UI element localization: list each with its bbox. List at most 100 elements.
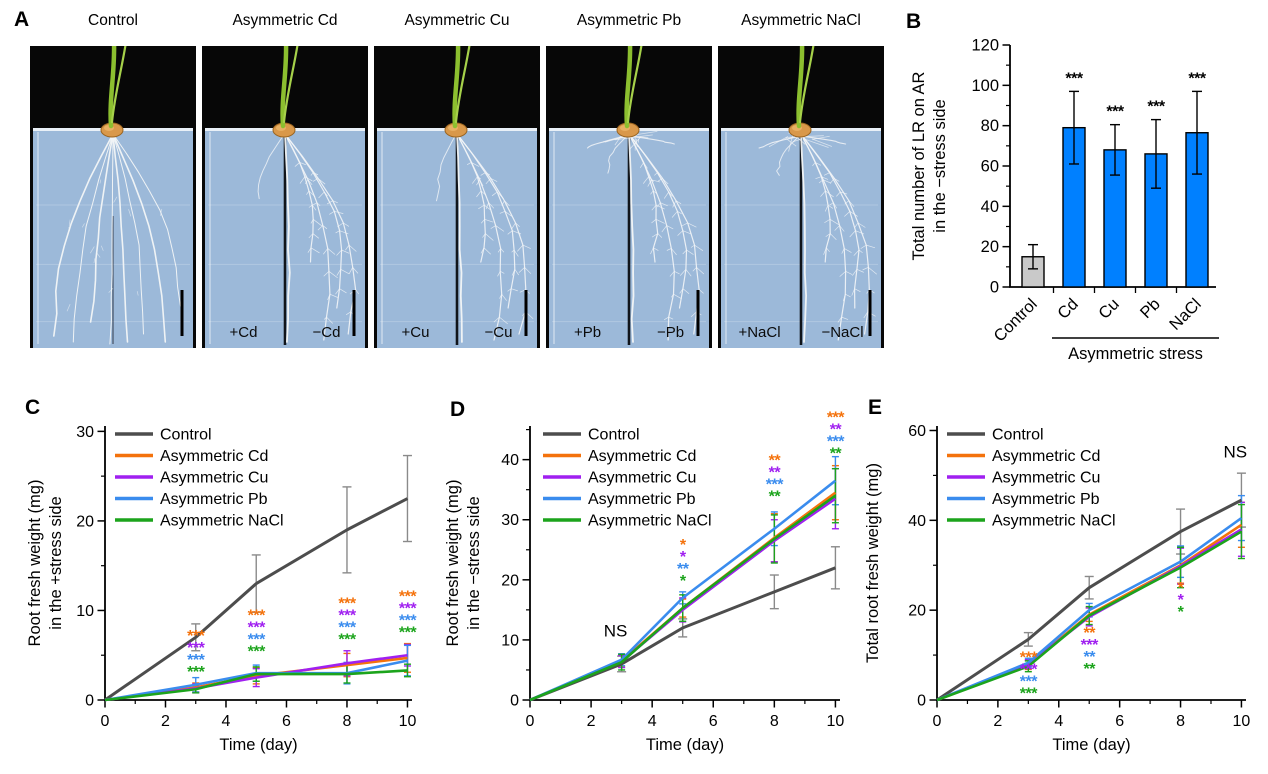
svg-text:***: *** [1020,673,1038,690]
svg-text:0: 0 [990,279,999,297]
svg-text:*: * [1178,604,1185,621]
svg-text:***: *** [1188,70,1206,87]
svg-text:0: 0 [101,713,110,730]
svg-text:20: 20 [76,513,94,530]
series-line-nacl [529,494,837,702]
photo-label-right: −NaCl [821,324,864,341]
seedling-photo-canvas [30,46,196,348]
svg-text:Asymmetric Pb: Asymmetric Pb [992,491,1100,508]
svg-text:10: 10 [76,603,94,620]
seedling-photo-canvas [718,46,884,348]
photo-title-cd: Asymmetric Cd [232,12,338,29]
svg-text:**: ** [769,465,782,482]
line-chart-total: 0 20 40 60 0 2 4 6 8 10 Time (day) Total root fresh… [864,423,1251,754]
svg-text:***: *** [1020,649,1038,666]
photo-label-left: +NaCl [738,324,781,341]
svg-text:4: 4 [648,713,657,730]
svg-text:Control: Control [160,427,212,444]
photo-label-left: +Cd [229,324,258,341]
bar-chart-lr-count: 0 20 40 60 80 100 120 Total number of LR on AR i… [910,37,1219,363]
svg-text:***: *** [399,613,417,630]
svg-text:8: 8 [1176,713,1185,730]
svg-text:40: 40 [501,452,519,469]
seedling-photo-cu: +Cu −Cu [374,46,540,348]
svg-text:10: 10 [501,632,519,649]
panel-e-letter: E [868,396,883,419]
svg-text:Asymmetric NaCl: Asymmetric NaCl [588,513,712,530]
svg-text:8: 8 [343,713,352,730]
series-line-nacl [936,530,1243,702]
line-chart-minus-stress: 0 10 20 30 40 0 2 4 6 8 10 Time (day) Root fresh wei… [444,409,846,754]
panel-b-letter: B [906,10,922,33]
svg-text:Asymmetric Cu: Asymmetric Cu [160,470,268,487]
svg-text:Time (day): Time (day) [646,736,724,754]
svg-text:20: 20 [501,572,519,589]
svg-text:***: *** [338,620,356,637]
svg-text:0: 0 [510,693,519,710]
svg-text:NS: NS [604,621,628,640]
svg-text:Total number of LR on AR: Total number of LR on AR [910,71,928,260]
svg-text:***: *** [248,619,266,636]
svg-text:***: *** [827,433,845,450]
svg-text:**: ** [830,421,843,438]
svg-text:4: 4 [1054,713,1063,730]
svg-text:10: 10 [827,713,845,730]
svg-text:20: 20 [908,603,926,620]
svg-text:80: 80 [981,117,999,135]
svg-text:Time (day): Time (day) [1052,736,1130,754]
svg-text:***: *** [766,477,784,494]
photo-label-left: +Pb [573,324,602,341]
series-line-control [936,498,1243,702]
svg-text:***: *** [1106,104,1124,121]
svg-text:***: *** [187,664,205,681]
photo-title-nacl: Asymmetric NaCl [741,12,861,29]
svg-text:***: *** [1020,685,1038,702]
svg-text:*: * [1178,592,1185,609]
svg-text:Asymmetric Cd: Asymmetric Cd [992,448,1100,465]
svg-text:**: ** [769,453,782,470]
svg-text:6: 6 [1115,713,1124,730]
legend: Control Asymmetric Cd Asymmetric Cu Asymmet… [543,427,712,530]
svg-text:Asymmetric NaCl: Asymmetric NaCl [992,513,1116,530]
svg-text:***: *** [187,628,205,645]
svg-text:Cu: Cu [1095,295,1123,323]
bars: Control *** Cd *** Cu *** Pb *** NaCl Asymmetric … [990,70,1219,363]
svg-text:NS: NS [1224,442,1248,461]
svg-text:Asymmetric stress: Asymmetric stress [1068,345,1203,363]
svg-text:20: 20 [981,238,999,256]
svg-text:10: 10 [1233,713,1251,730]
svg-text:6: 6 [282,713,291,730]
svg-text:2: 2 [993,713,1002,730]
svg-text:40: 40 [908,513,926,530]
axes: 0 10 20 30 0 2 4 6 8 10 Time (day) Root fresh weigh… [26,424,416,754]
svg-text:6: 6 [709,713,718,730]
svg-text:***: *** [1065,70,1083,87]
svg-text:Root fresh weight (mg): Root fresh weight (mg) [444,480,462,647]
series-line-nacl [104,669,408,702]
svg-text:60: 60 [908,423,926,440]
svg-text:0: 0 [917,693,926,710]
series-lines [529,479,837,702]
svg-text:***: *** [399,625,417,642]
series-line-pb [936,517,1243,702]
photo-label-right: −Cu [484,324,513,341]
photo-title-cu: Asymmetric Cu [404,12,510,29]
legend: Control Asymmetric Cd Asymmetric Cu Asymmet… [947,427,1116,530]
svg-text:***: *** [827,409,845,426]
svg-text:in the +stress side: in the +stress side [47,496,65,629]
panel-d-letter: D [450,398,466,421]
svg-text:100: 100 [971,77,999,95]
series-line-control [104,497,409,702]
svg-text:*: * [680,549,687,566]
svg-text:***: *** [399,589,417,606]
svg-text:***: *** [248,607,266,624]
legend: Control Asymmetric Cd Asymmetric Cu Asymmet… [115,427,284,530]
svg-text:30: 30 [501,512,519,529]
series-lines [936,498,1243,702]
svg-text:Control: Control [588,427,640,444]
svg-text:in the −stress side: in the −stress side [931,99,949,232]
svg-text:**: ** [1083,625,1096,642]
svg-text:Asymmetric Pb: Asymmetric Pb [160,491,268,508]
significance-markers: ************************NS [604,409,846,640]
